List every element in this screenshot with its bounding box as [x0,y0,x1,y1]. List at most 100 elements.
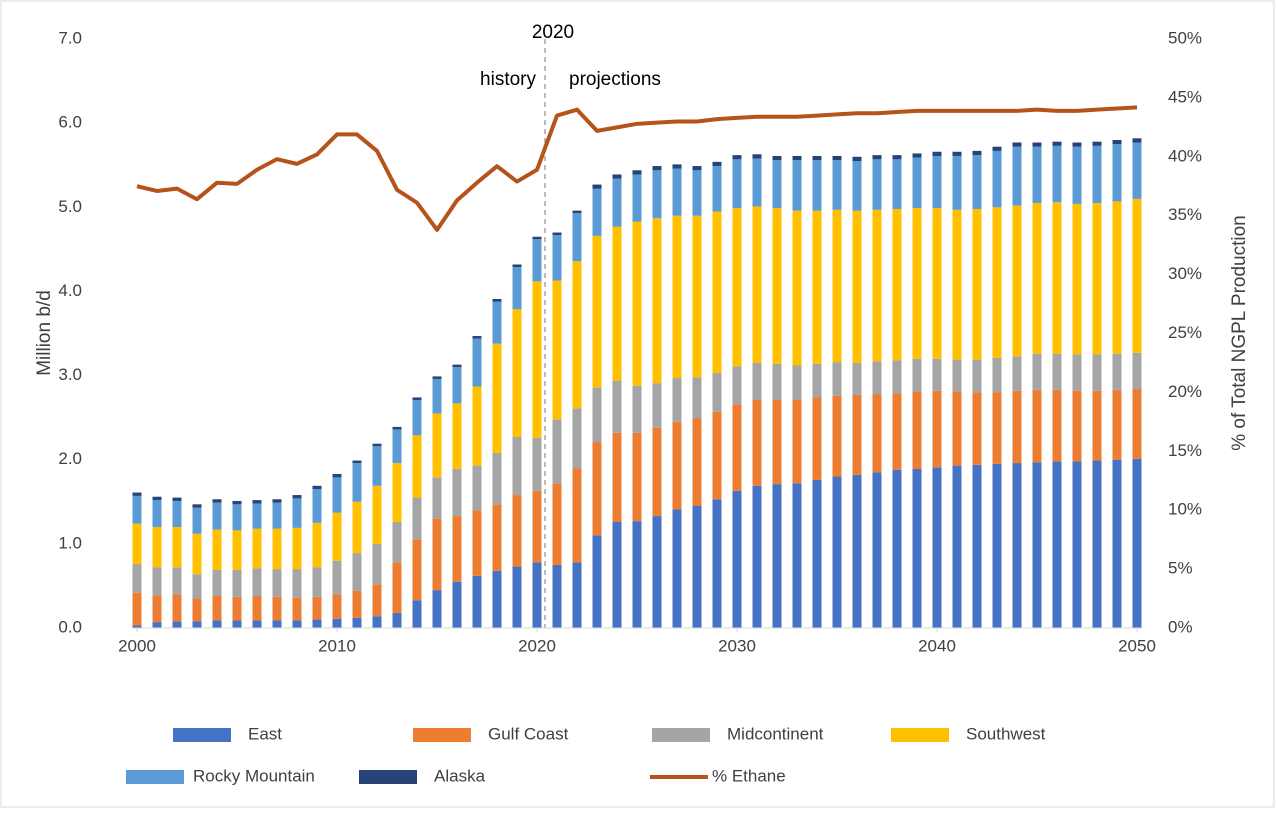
bar-segment [392,562,402,613]
bar-segment [972,464,982,628]
bar-segment [1112,459,1122,628]
annotation: projections [569,69,661,90]
bar-segment [1012,142,1022,147]
bar-segment [1032,142,1042,147]
bar-segment [772,363,782,400]
bar-segment [472,338,482,387]
bar-segment [772,484,782,628]
bar-segment [1032,353,1042,390]
bar-segment [152,567,162,596]
bar-segment [172,567,182,595]
bar-segment [992,150,1002,208]
bar-segment [412,539,422,601]
y2-tick-label: 20% [1168,382,1202,401]
bar-segment [592,188,602,236]
bar-segment [432,518,442,591]
bar-segment [372,584,382,617]
bar-segment [352,501,362,554]
bar-segment [1092,203,1102,355]
bar-segment [1012,146,1022,206]
bar-segment [1072,461,1082,628]
bar-segment [392,521,402,563]
bar-segment [892,393,902,470]
y2-tick-label: 35% [1168,205,1202,224]
bar-segment [272,528,282,570]
bar-segment [232,596,242,621]
bar-segment [652,383,662,428]
bar-segment [552,232,562,236]
bar-segment [592,442,602,536]
bar-segment [212,502,222,530]
bar-segment [212,569,222,597]
bar-segment [1032,462,1042,628]
bar-segment [592,387,602,443]
bar-segment [912,391,922,469]
bar-segment [1052,353,1062,390]
bar-segment [932,358,942,391]
bar-segment [132,492,142,496]
bar-segment [412,399,422,436]
bar-segment [872,159,882,210]
x-tick-label: 2040 [918,636,956,655]
y-tick-label: 5.0 [58,197,82,216]
bar-segment [312,596,322,620]
bar-segment [492,301,502,344]
bar-segment [892,360,902,394]
bar-segment [952,465,962,628]
bar-segment [492,343,502,453]
bar-segment [712,161,722,167]
bar-segment [812,160,822,211]
bar-segment [812,479,822,628]
bar-segment [172,527,182,568]
bar-segment [492,299,502,302]
y2-tick-label: 10% [1168,500,1202,519]
bar-segment [852,161,862,211]
bar-segment [952,359,962,392]
bar-segment [532,437,542,491]
bar-segment [572,213,582,262]
bar-segment [332,560,342,595]
bar-segment [372,485,382,544]
bar-segment [272,620,282,628]
bar-segment [412,497,422,540]
bar-segment [772,208,782,364]
bar-segment [252,568,262,597]
bar-segment [272,569,282,597]
bar-segment [632,521,642,628]
bar-segment [532,562,542,628]
bar-segment [912,208,922,359]
bar-segment [1072,354,1082,391]
bar-segment [912,157,922,209]
bar-segment [672,164,682,169]
x-tick-label: 2050 [1118,636,1156,655]
bar-segment [1052,202,1062,354]
bar-segment [572,210,582,214]
bar-segment [852,394,862,475]
x-tick-label: 2000 [118,636,156,655]
line-series [136,105,1138,232]
bar-segment [1112,353,1122,390]
bar-segment [652,166,662,171]
bar-segment [1012,463,1022,628]
legend-label: East [248,724,282,743]
bar-segment [912,153,922,158]
bar-segment [1012,390,1022,464]
bar-segment [472,336,482,339]
bar-segment [932,467,942,628]
bar-segment [512,267,522,310]
bar-segment [1092,460,1102,628]
bar-segment [292,620,302,628]
bar-segment [252,620,262,628]
bar-segment [1112,201,1122,354]
bar-segment [1012,205,1022,357]
bar-segment [772,160,782,209]
bar-segment [692,215,702,378]
bar-segment [332,512,342,561]
bar-segment [352,460,362,464]
bar-segment [192,621,202,628]
bar-segment [352,617,362,628]
bar-segment [432,590,442,628]
bar-segment [552,483,562,565]
bar-segment [392,463,402,522]
bar-segment [672,509,682,628]
